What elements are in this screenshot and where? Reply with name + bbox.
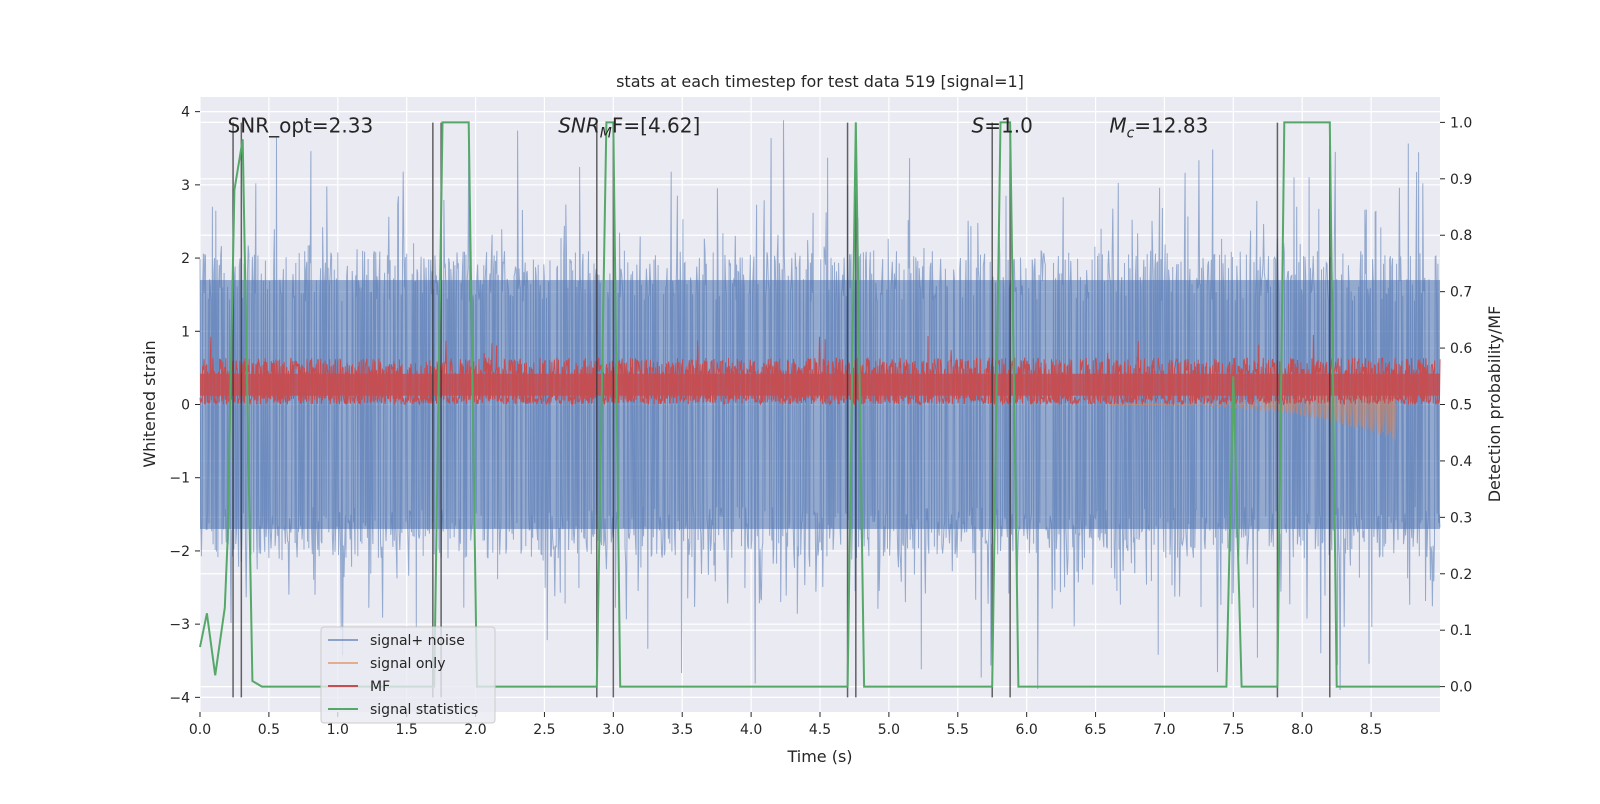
noise-trace (199, 120, 1441, 691)
y-tick-label-2: −2 (169, 544, 190, 560)
x-tick-label-14: 7.0 (1153, 722, 1175, 738)
yr-tick-label-10: 1.0 (1450, 115, 1472, 131)
yr-tick-label-3: 0.3 (1450, 510, 1472, 526)
legend-label-mf: MF (370, 679, 390, 695)
x-tick-label-4: 2.0 (464, 722, 486, 738)
x-tick-label-8: 4.0 (740, 722, 762, 738)
annotation-2: S=1.0 (972, 113, 1033, 137)
x-tick-label-17: 8.5 (1360, 722, 1382, 738)
annotation-1: SNRMF=[4.62] (558, 113, 700, 141)
y-tick-label-6: 2 (181, 251, 190, 267)
x-tick-label-10: 5.0 (878, 722, 900, 738)
y-tick-label-8: 4 (181, 105, 190, 121)
chart-title: stats at each timestep for test data 519… (616, 72, 1024, 91)
x-tick-label-15: 7.5 (1222, 722, 1244, 738)
x-tick-label-13: 6.5 (1084, 722, 1106, 738)
y-tick-label-4: 0 (181, 398, 190, 414)
x-tick-label-0: 0.0 (189, 722, 211, 738)
legend-box (320, 626, 496, 724)
x-axis-label: Time (s) (786, 747, 852, 766)
annotation-0: SNR_opt=2.33 (228, 113, 374, 137)
x-tick-label-9: 4.5 (809, 722, 831, 738)
x-tick-label-16: 8.0 (1291, 722, 1313, 738)
x-tick-label-2: 1.0 (327, 722, 349, 738)
y-tick-label-1: −3 (169, 617, 190, 633)
x-tick-label-5: 2.5 (533, 722, 555, 738)
x-tick-label-7: 3.5 (671, 722, 693, 738)
yr-tick-label-5: 0.5 (1450, 398, 1472, 414)
x-tick-label-12: 6.0 (1016, 722, 1038, 738)
y-tick-label-7: 3 (181, 178, 190, 194)
series-signal-statistics (199, 121, 1440, 688)
y-tick-label-0: −4 (169, 690, 190, 706)
axes: 0.0 0.5 1.0 1.5 2.0 2.5 3.0 3.5 4.0 4.5 5.0 5.5 6.0 6… (169, 105, 1472, 738)
x-tick-label-1: 0.5 (258, 722, 280, 738)
yr-tick-label-4: 0.4 (1450, 454, 1472, 470)
detection-vlines (232, 122, 1331, 698)
legend: signal+ noise signal only MF signal stat… (320, 626, 496, 724)
annotations: SNR_opt=2.33 SNRMF=[4.62] S=1.0 Mc=12.83 (228, 113, 1209, 141)
y-axis-label: Whitened strain (140, 340, 159, 467)
x-tick-label-6: 3.0 (602, 722, 624, 738)
x-tick-label-3: 1.5 (396, 722, 418, 738)
yr-tick-label-1: 0.1 (1450, 623, 1472, 639)
y-tick-label-5: 1 (181, 324, 190, 340)
annotation-3: Mc=12.83 (1109, 113, 1208, 141)
yr-tick-label-7: 0.7 (1450, 285, 1472, 301)
stat-trace (199, 121, 1440, 688)
y-axis-right-label: Detection probability/MF (1485, 306, 1504, 503)
legend-label-signal-only: signal only (370, 656, 445, 672)
yr-tick-label-9: 0.9 (1450, 172, 1472, 188)
x-tick-label-11: 5.5 (947, 722, 969, 738)
legend-label-signal-noise: signal+ noise (370, 633, 465, 649)
legend-label-signal-statistics: signal statistics (370, 702, 478, 718)
yr-tick-label-2: 0.2 (1450, 567, 1472, 583)
yr-tick-label-6: 0.6 (1450, 341, 1472, 357)
y-tick-label-3: −1 (169, 471, 190, 487)
yr-tick-label-0: 0.0 (1450, 680, 1472, 696)
yr-tick-label-8: 0.8 (1450, 228, 1472, 244)
